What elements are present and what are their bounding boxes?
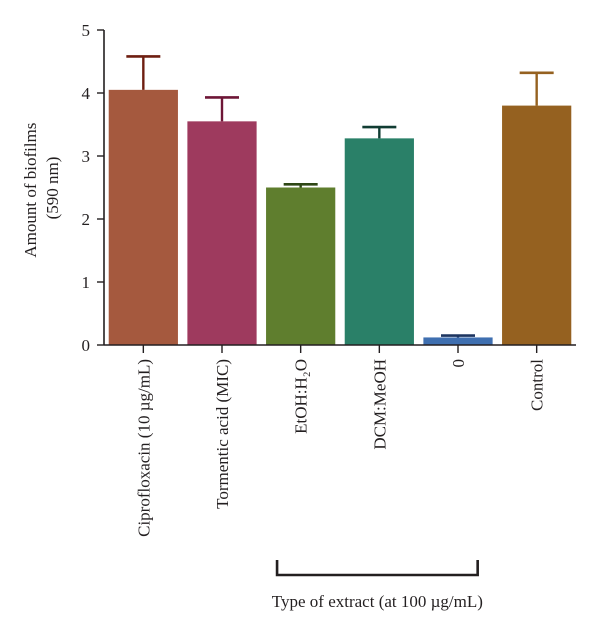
y-tick-label-1: 1 <box>82 273 91 292</box>
x-tick-label-3: DCM:MeOH <box>370 359 389 450</box>
y-tick-label-5: 5 <box>82 21 91 40</box>
bar-4 <box>423 337 493 345</box>
bars-group <box>108 89 572 345</box>
y-axis-title-line1: Amount of biofilms <box>21 123 40 258</box>
y-axis-title-line2: (590 nm) <box>43 157 62 220</box>
x-tick-label-1: Tormentic acid (MIC) <box>213 359 232 509</box>
y-tick-label-3: 3 <box>82 147 91 166</box>
y-axis-title: Amount of biofilms (590 nm) <box>21 118 62 257</box>
error-bars-group <box>126 55 554 338</box>
y-ticks-group: 0 1 2 3 4 5 <box>82 21 104 355</box>
bar-2 <box>266 187 336 345</box>
x-tick-label-0: Ciprofloxacin (10 µg/mL) <box>134 359 153 537</box>
bar-0 <box>108 89 178 345</box>
y-tick-label-0: 0 <box>82 336 91 355</box>
x-axis-title: Type of extract (at 100 µg/mL) <box>272 592 483 611</box>
y-tick-label-4: 4 <box>82 84 91 103</box>
x-ticks-group: Ciprofloxacin (10 µg/mL) Tormentic acid (… <box>134 345 547 537</box>
bar-1 <box>187 121 257 345</box>
x-tick-label-2: EtOH:H₂O <box>292 359 311 434</box>
extract-bracket <box>275 560 479 577</box>
x-tick-label-5: Control <box>528 359 547 411</box>
y-tick-label-2: 2 <box>82 210 91 229</box>
bar-3 <box>344 138 414 345</box>
x-tick-label-4: 0 <box>449 359 468 368</box>
bar-5 <box>502 105 572 345</box>
